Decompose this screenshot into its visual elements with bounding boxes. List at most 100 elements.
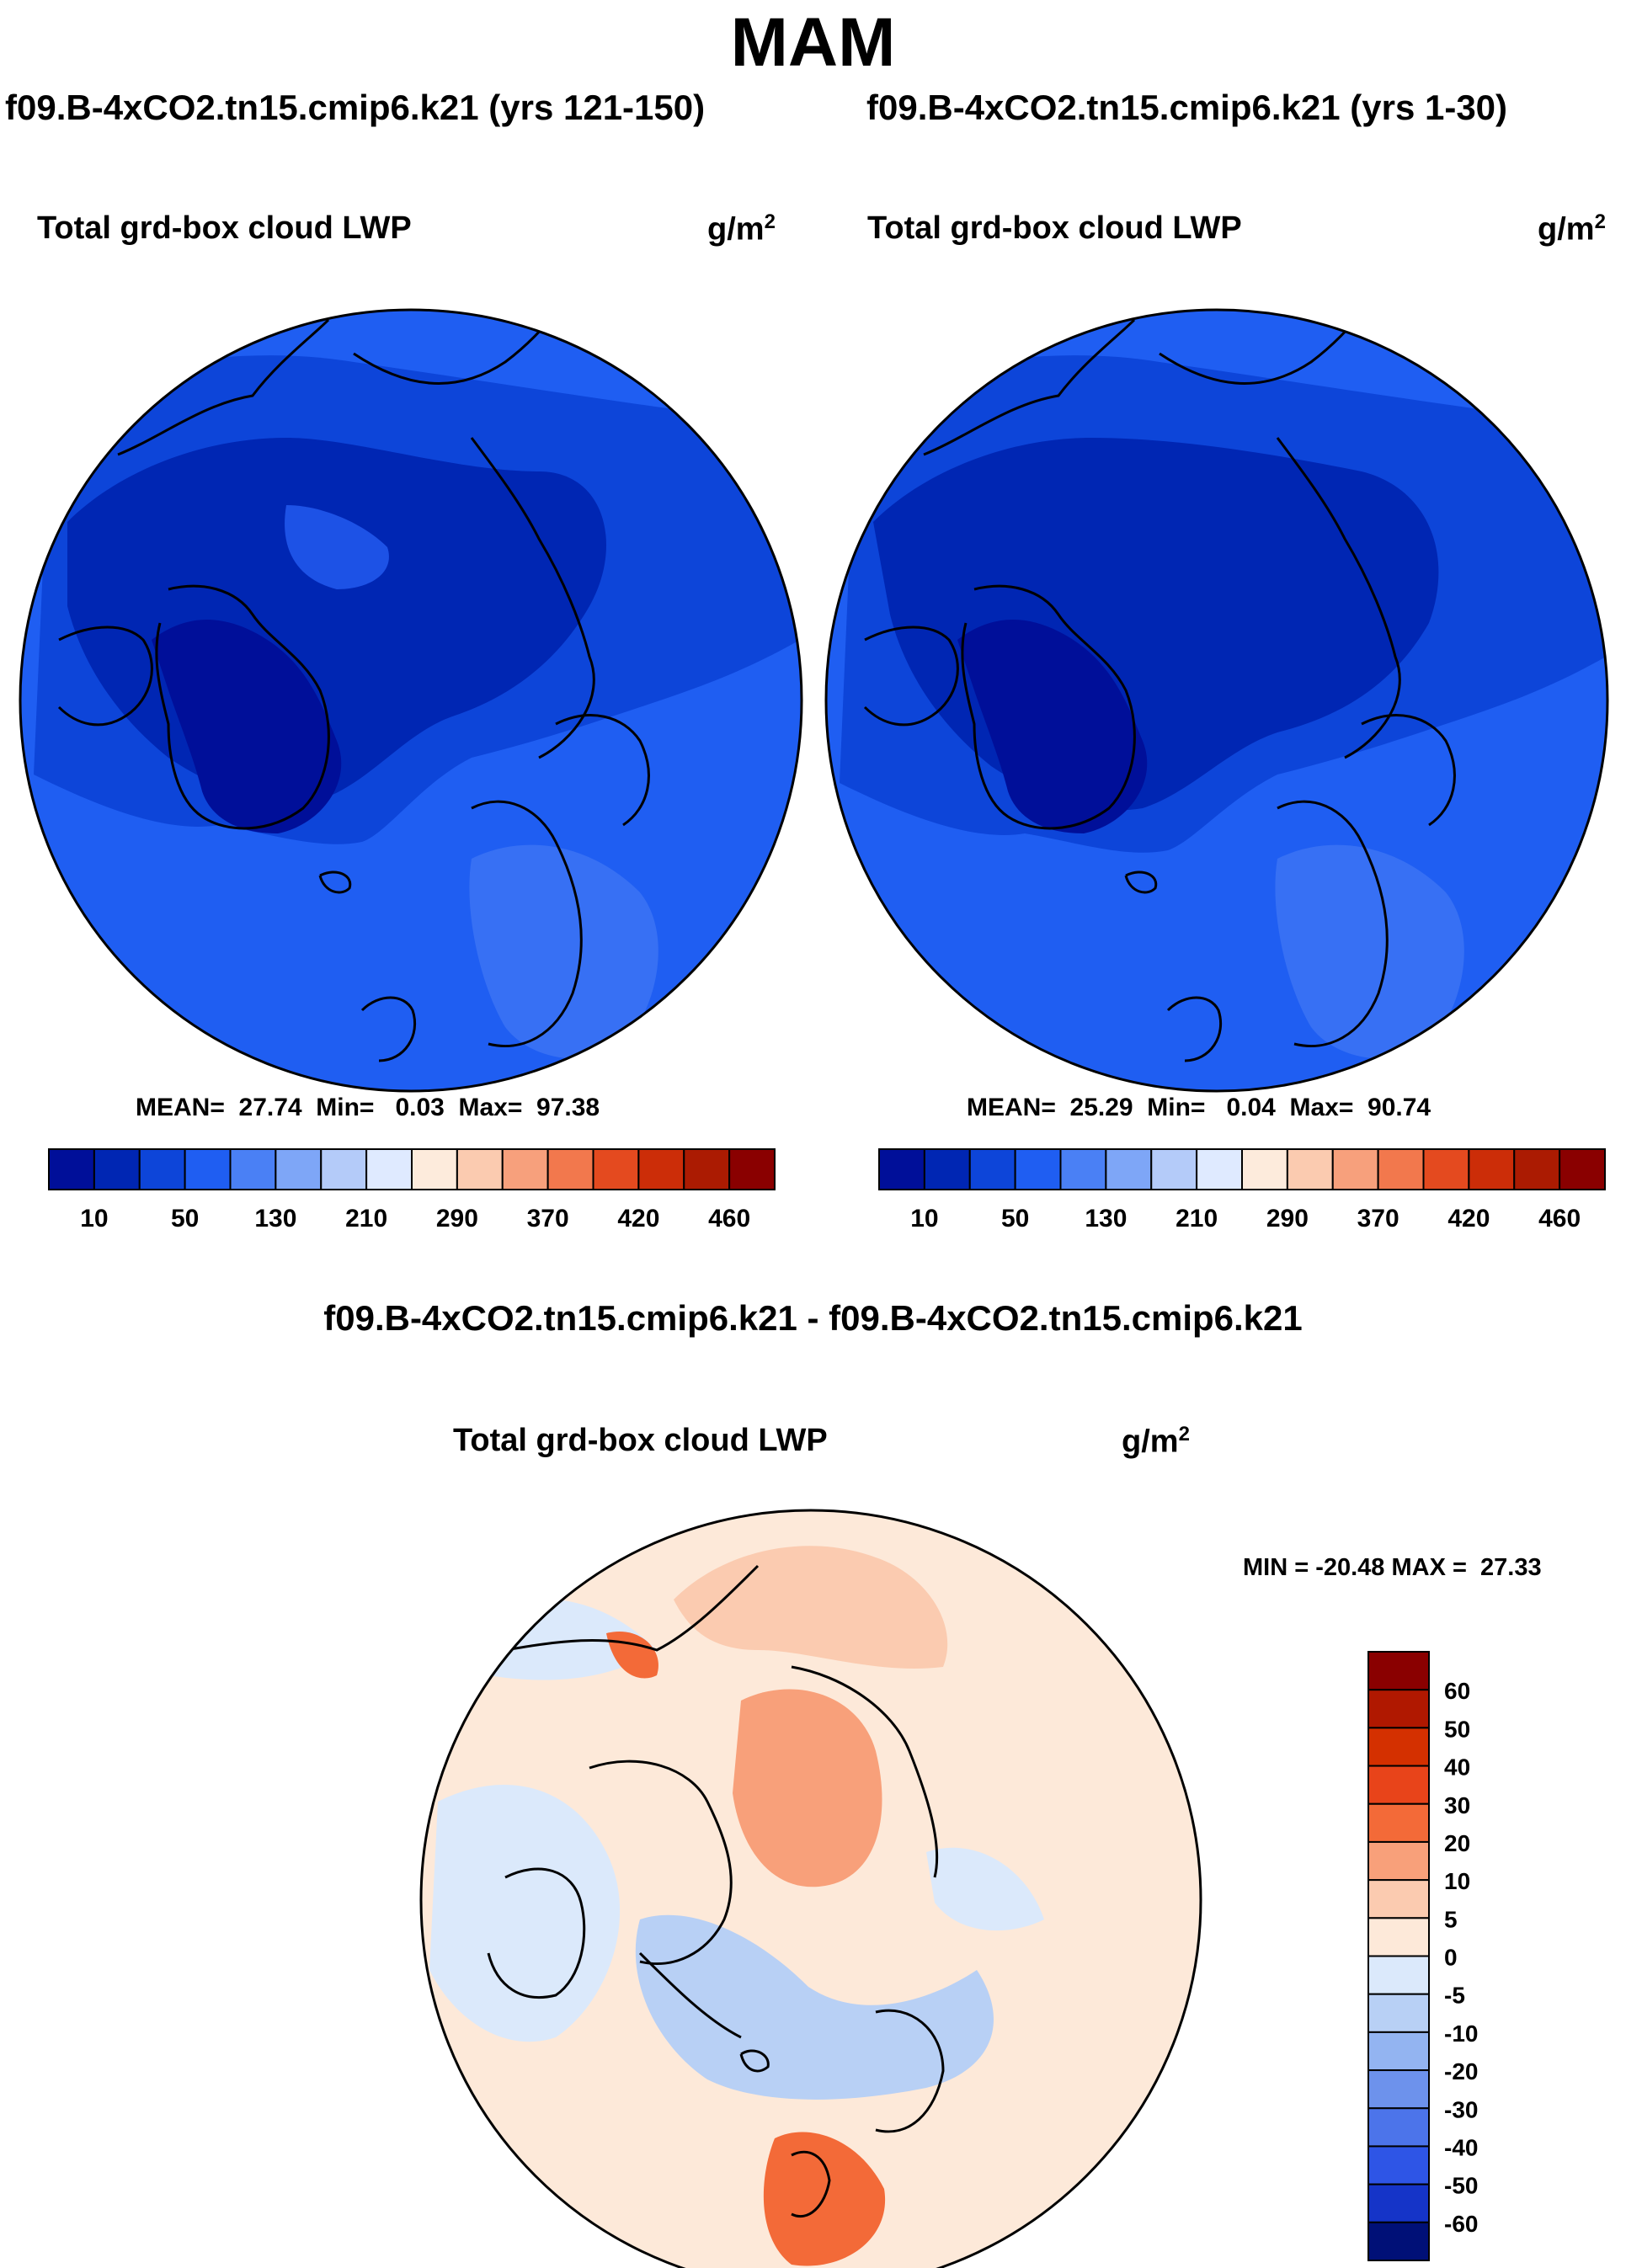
colorbar-tick-label: 290	[436, 1205, 478, 1232]
colorbar-swatch	[229, 1148, 277, 1190]
map-region-greenland	[152, 620, 342, 833]
colorbar-tick-label: 130	[1085, 1205, 1127, 1232]
colorbar-tick-label: -40	[1444, 2134, 1478, 2160]
colorbar-tick-label: 0	[1444, 1945, 1458, 1971]
map-region-europe	[1275, 844, 1464, 1059]
colorbar-swatch	[878, 1148, 925, 1190]
colorbar-swatch	[728, 1148, 776, 1190]
colorbar-swatch	[365, 1148, 413, 1190]
units-base: g/m	[707, 211, 765, 248]
difference-minmax: MIN = -20.48 MAX = 27.33	[1243, 1554, 1542, 1581]
colorbar-swatch	[1367, 2107, 1430, 2148]
colorbar-swatch	[1367, 1651, 1430, 1691]
panel-left-colorbar: 10 50 130 210 290 370 420 460	[48, 1148, 776, 1232]
difference-title: f09.B-4xCO2.tn15.cmip6.k21 - f09.B-4xCO2…	[323, 1298, 1303, 1338]
colorbar-tick-label: 10	[80, 1205, 108, 1232]
season-title: MAM	[730, 4, 896, 81]
colorbar-swatch	[1367, 2031, 1430, 2072]
colorbar-tick-label: 290	[1266, 1205, 1309, 1232]
colorbar-swatch	[637, 1148, 685, 1190]
colorbar-swatch	[411, 1148, 458, 1190]
colorbar-swatch	[1367, 1955, 1430, 1995]
colorbar-tick-label: -20	[1444, 2058, 1478, 2084]
difference-map	[419, 1509, 1202, 2268]
colorbar-tick-label: 420	[617, 1205, 659, 1232]
map-region-negative	[635, 1914, 994, 2100]
units-base: g/m	[1538, 211, 1595, 248]
colorbar-swatch	[1196, 1148, 1243, 1190]
colorbar-swatch	[1367, 1727, 1430, 1767]
colorbar-swatch	[93, 1148, 141, 1190]
map-boundary	[419, 1509, 1202, 2268]
colorbar-swatch	[1331, 1148, 1379, 1190]
colorbar-swatch	[138, 1148, 186, 1190]
colorbar-tick-label: 30	[1444, 1792, 1470, 1818]
colorbar-swatch	[1150, 1148, 1198, 1190]
colorbar-swatch	[1367, 2069, 1430, 2110]
colorbar-swatch	[1367, 1993, 1430, 2033]
panel-left-variable-title: Total grd-box cloud LWP	[37, 210, 412, 246]
colorbar-swatch	[1367, 1765, 1430, 1805]
map-region-positive	[606, 1632, 658, 1679]
map-region-positive	[674, 1546, 948, 1669]
colorbar-swatch	[48, 1148, 95, 1190]
colorbar-swatch	[1559, 1148, 1606, 1190]
colorbar-tick-label: -5	[1444, 1983, 1465, 2009]
colorbar-tick-label: 460	[1538, 1205, 1581, 1232]
colorbar-swatch	[184, 1148, 232, 1190]
colorbar-tick-label: 40	[1444, 1754, 1470, 1781]
colorbar-swatch	[1014, 1148, 1062, 1190]
colorbar-tick-label: -30	[1444, 2096, 1478, 2122]
colorbar-swatch	[320, 1148, 368, 1190]
colorbar-tick-label: 50	[1001, 1205, 1029, 1232]
colorbar-swatch	[456, 1148, 504, 1190]
map-region-greenland	[957, 620, 1148, 833]
coastlines	[863, 310, 1456, 1062]
colorbar-swatch	[1367, 1840, 1430, 1882]
colorbar-swatch	[275, 1148, 323, 1190]
units-base: g/m	[1122, 1424, 1179, 1460]
colorbar-tick-label: 5	[1444, 1906, 1458, 1932]
colorbar-swatch	[501, 1148, 549, 1190]
panel-right-colorbar: 10 50 130 210 290 370 420 460	[878, 1148, 1606, 1232]
panel-right-stats: MEAN= 25.29 Min= 0.04 Max= 90.74	[967, 1094, 1431, 1121]
colorbar-swatch	[1059, 1148, 1107, 1190]
colorbar-swatch	[1241, 1148, 1288, 1190]
colorbar-tick-label: 10	[910, 1205, 938, 1232]
colorbar-swatch	[1105, 1148, 1153, 1190]
colorbar-tick-label: 210	[345, 1205, 387, 1232]
units-exponent: 2	[1178, 1423, 1190, 1445]
colorbar-tick-label: -10	[1444, 2020, 1478, 2047]
colorbar-tick-label: 50	[1444, 1716, 1470, 1742]
colorbar-swatch	[968, 1148, 1016, 1190]
colorbar-swatch	[1367, 2145, 1430, 2185]
units-exponent: 2	[764, 210, 776, 233]
colorbar-swatch	[683, 1148, 731, 1190]
colorbar-swatch	[1367, 1879, 1430, 1919]
panel-right-units: g/m2	[1538, 210, 1606, 248]
colorbar-tick-label: -50	[1444, 2173, 1478, 2199]
panel-left-map	[19, 308, 803, 1093]
units-exponent: 2	[1594, 210, 1606, 233]
colorbar-swatch	[1286, 1148, 1334, 1190]
panel-right-run-title: f09.B-4xCO2.tn15.cmip6.k21 (yrs 1-30)	[866, 88, 1508, 127]
colorbar-swatch	[1367, 1917, 1430, 1957]
map-region-pole	[285, 505, 389, 589]
colorbar-swatch	[1468, 1148, 1516, 1190]
colorbar-tick-label: 50	[171, 1205, 199, 1232]
map-boundary	[824, 308, 1609, 1093]
colorbar-swatch	[1367, 2221, 1430, 2261]
colorbar-tick-label: -60	[1444, 2211, 1478, 2237]
colorbar-swatch	[1377, 1148, 1425, 1190]
colorbar-tick-label: 10	[1444, 1868, 1470, 1894]
colorbar-tick-label: 60	[1444, 1678, 1470, 1704]
difference-units: g/m2	[1122, 1423, 1190, 1461]
colorbar-swatch	[546, 1148, 594, 1190]
colorbar-tick-label: 460	[708, 1205, 750, 1232]
colorbar-swatch	[1513, 1148, 1561, 1190]
colorbar-tick-label: 420	[1447, 1205, 1490, 1232]
colorbar-tick-label: 370	[527, 1205, 569, 1232]
difference-variable-title: Total grd-box cloud LWP	[453, 1423, 828, 1458]
